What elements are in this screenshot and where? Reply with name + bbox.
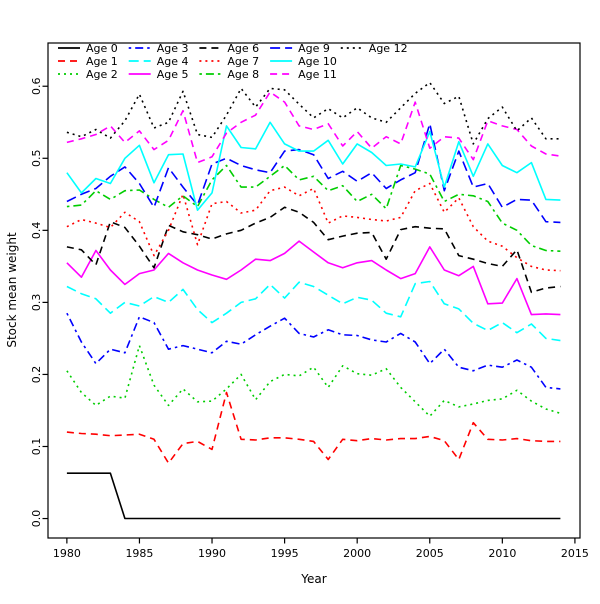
series-line-age-6 <box>66 206 561 294</box>
x-axis: 1980 1985 1990 1995 2000 2005 2010 2015 <box>53 538 589 560</box>
series-line-age-10 <box>66 121 561 211</box>
legend-label-age-3: Age 3 <box>157 42 189 55</box>
legend-label-age-2: Age 2 <box>86 68 118 81</box>
y-tick-label: 0.6 <box>30 77 43 95</box>
y-axis-title: Stock mean weight <box>5 232 19 348</box>
x-axis-title: Year <box>300 572 326 586</box>
legend-label-age-6: Age 6 <box>227 42 259 55</box>
y-tick-label: 0.4 <box>30 222 43 240</box>
series-line-age-5 <box>66 240 561 316</box>
x-tick-label: 1990 <box>198 547 226 560</box>
y-tick-label: 0.5 <box>30 150 43 168</box>
x-tick-label: 2015 <box>561 547 589 560</box>
series-line-age-11 <box>66 91 561 164</box>
legend-label-age-4: Age 4 <box>157 55 189 68</box>
legend-label-age-10: Age 10 <box>298 55 337 68</box>
x-tick-label: 2010 <box>488 547 516 560</box>
y-axis: 0.0 0.1 0.2 0.3 0.4 0.5 0.6 <box>30 77 48 527</box>
legend-label-age-11: Age 11 <box>298 68 337 81</box>
legend-label-age-0: Age 0 <box>86 42 118 55</box>
x-tick-label: 1985 <box>125 547 153 560</box>
y-tick-label: 0.0 <box>30 510 43 528</box>
legend-label-age-8: Age 8 <box>227 68 259 81</box>
x-tick-label: 1980 <box>53 547 81 560</box>
series-line-age-8 <box>66 164 561 252</box>
legend-label-age-1: Age 1 <box>86 55 118 68</box>
legend-label-age-5: Age 5 <box>157 68 189 81</box>
y-tick-label: 0.1 <box>30 438 43 456</box>
series-line-age-9 <box>66 122 561 224</box>
series-line-age-7 <box>66 182 561 272</box>
legend-label-age-7: Age 7 <box>227 55 259 68</box>
series-lines <box>66 81 561 520</box>
series-line-age-4 <box>66 280 561 342</box>
x-tick-label: 1995 <box>271 547 299 560</box>
series-line-age-0 <box>66 472 561 520</box>
x-tick-label: 2000 <box>343 547 371 560</box>
series-line-age-3 <box>66 312 561 390</box>
y-tick-label: 0.2 <box>30 366 43 384</box>
plot-area-border <box>47 42 581 539</box>
series-line-age-1 <box>66 391 561 464</box>
legend-label-age-12: Age 12 <box>369 42 408 55</box>
y-tick-label: 0.3 <box>30 294 43 312</box>
x-tick-label: 2005 <box>416 547 444 560</box>
legend-label-age-9: Age 9 <box>298 42 330 55</box>
